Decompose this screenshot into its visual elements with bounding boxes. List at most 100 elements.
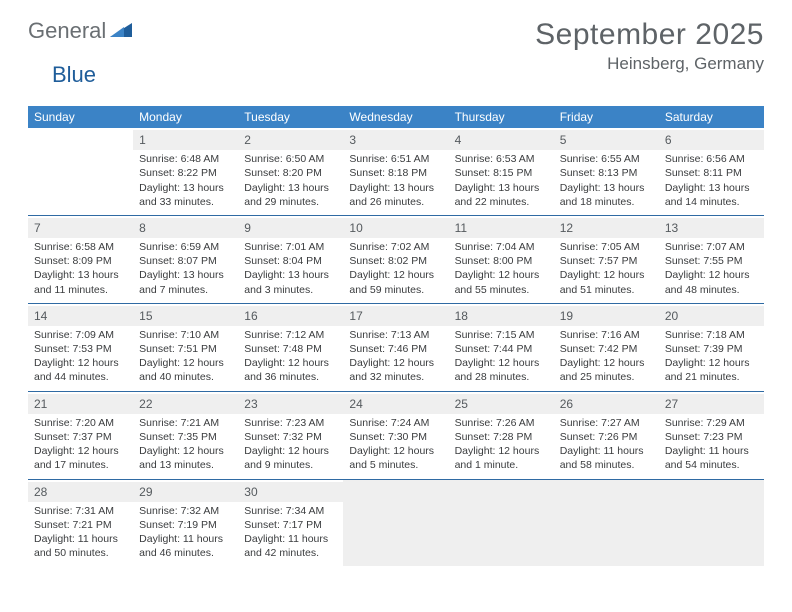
day-cell: 22Sunrise: 7:21 AMSunset: 7:35 PMDayligh… — [133, 392, 238, 480]
day-number: 10 — [349, 221, 362, 235]
sunset-line: Sunset: 7:57 PM — [560, 254, 653, 268]
sunrise-line: Sunrise: 7:21 AM — [139, 416, 232, 430]
sunrise-line: Sunrise: 7:15 AM — [455, 328, 548, 342]
sunset-line: Sunset: 7:17 PM — [244, 518, 337, 532]
day-cell: 28Sunrise: 7:31 AMSunset: 7:21 PMDayligh… — [28, 480, 133, 567]
daylight-line: Daylight: 11 hours and 54 minutes. — [665, 444, 758, 472]
empty-cell — [554, 480, 659, 567]
day-number: 9 — [244, 221, 251, 235]
weekday-header: Monday — [133, 106, 238, 128]
weekday-header: Tuesday — [238, 106, 343, 128]
sunset-line: Sunset: 7:53 PM — [34, 342, 127, 356]
sunrise-line: Sunrise: 7:29 AM — [665, 416, 758, 430]
sunset-line: Sunset: 8:00 PM — [455, 254, 548, 268]
day-number: 20 — [665, 309, 678, 323]
daylight-line: Daylight: 12 hours and 32 minutes. — [349, 356, 442, 384]
sunrise-line: Sunrise: 7:12 AM — [244, 328, 337, 342]
day-number: 16 — [244, 309, 257, 323]
sunset-line: Sunset: 8:11 PM — [665, 166, 758, 180]
sunset-line: Sunset: 7:46 PM — [349, 342, 442, 356]
sunrise-line: Sunrise: 6:50 AM — [244, 152, 337, 166]
calendar-grid: 1Sunrise: 6:48 AMSunset: 8:22 PMDaylight… — [28, 128, 764, 566]
day-cell: 7Sunrise: 6:58 AMSunset: 8:09 PMDaylight… — [28, 216, 133, 304]
sunset-line: Sunset: 8:15 PM — [455, 166, 548, 180]
day-cell: 16Sunrise: 7:12 AMSunset: 7:48 PMDayligh… — [238, 304, 343, 392]
daylight-line: Daylight: 13 hours and 11 minutes. — [34, 268, 127, 296]
sunrise-line: Sunrise: 7:24 AM — [349, 416, 442, 430]
sunset-line: Sunset: 8:04 PM — [244, 254, 337, 268]
day-cell: 5Sunrise: 6:55 AMSunset: 8:13 PMDaylight… — [554, 128, 659, 216]
daylight-line: Daylight: 13 hours and 26 minutes. — [349, 181, 442, 209]
day-cell: 3Sunrise: 6:51 AMSunset: 8:18 PMDaylight… — [343, 128, 448, 216]
page-title: September 2025 — [535, 18, 764, 52]
empty-cell — [659, 480, 764, 567]
day-number: 8 — [139, 221, 146, 235]
day-number: 27 — [665, 397, 678, 411]
daylight-line: Daylight: 13 hours and 3 minutes. — [244, 268, 337, 296]
day-number: 5 — [560, 133, 567, 147]
daylight-line: Daylight: 12 hours and 25 minutes. — [560, 356, 653, 384]
sunset-line: Sunset: 7:39 PM — [665, 342, 758, 356]
sunrise-line: Sunrise: 7:23 AM — [244, 416, 337, 430]
day-number: 17 — [349, 309, 362, 323]
day-number: 11 — [455, 221, 467, 235]
daylight-line: Daylight: 12 hours and 48 minutes. — [665, 268, 758, 296]
daylight-line: Daylight: 13 hours and 22 minutes. — [455, 181, 548, 209]
logo-text-general: General — [28, 18, 106, 44]
daylight-line: Daylight: 13 hours and 33 minutes. — [139, 181, 232, 209]
daylight-line: Daylight: 11 hours and 42 minutes. — [244, 532, 337, 560]
day-cell: 17Sunrise: 7:13 AMSunset: 7:46 PMDayligh… — [343, 304, 448, 392]
daylight-line: Daylight: 13 hours and 14 minutes. — [665, 181, 758, 209]
sunrise-line: Sunrise: 7:27 AM — [560, 416, 653, 430]
day-number: 14 — [34, 309, 47, 323]
day-cell: 10Sunrise: 7:02 AMSunset: 8:02 PMDayligh… — [343, 216, 448, 304]
day-cell: 29Sunrise: 7:32 AMSunset: 7:19 PMDayligh… — [133, 480, 238, 567]
daylight-line: Daylight: 12 hours and 13 minutes. — [139, 444, 232, 472]
day-number: 1 — [139, 133, 146, 147]
sunset-line: Sunset: 7:19 PM — [139, 518, 232, 532]
day-number: 21 — [34, 397, 47, 411]
sunrise-line: Sunrise: 7:01 AM — [244, 240, 337, 254]
day-number: 28 — [34, 485, 47, 499]
sunrise-line: Sunrise: 7:31 AM — [34, 504, 127, 518]
day-cell: 6 Sunrise: 6:56 AMSunset: 8:11 PMDaylight… — [659, 128, 764, 216]
day-cell: 18Sunrise: 7:15 AMSunset: 7:44 PMDayligh… — [449, 304, 554, 392]
weekday-header: Sunday — [28, 106, 133, 128]
day-cell: 19Sunrise: 7:16 AMSunset: 7:42 PMDayligh… — [554, 304, 659, 392]
daylight-line: Daylight: 12 hours and 44 minutes. — [34, 356, 127, 384]
day-number: 30 — [244, 485, 257, 499]
daylight-line: Daylight: 12 hours and 40 minutes. — [139, 356, 232, 384]
day-number: 24 — [349, 397, 362, 411]
sunset-line: Sunset: 7:26 PM — [560, 430, 653, 444]
day-number: 2 — [244, 133, 251, 147]
day-cell: 27Sunrise: 7:29 AMSunset: 7:23 PMDayligh… — [659, 392, 764, 480]
daylight-line: Daylight: 12 hours and 59 minutes. — [349, 268, 442, 296]
sunrise-line: Sunrise: 6:56 AM — [665, 152, 758, 166]
day-number: 3 — [349, 133, 356, 147]
day-cell: 15Sunrise: 7:10 AMSunset: 7:51 PMDayligh… — [133, 304, 238, 392]
weekday-header: Thursday — [449, 106, 554, 128]
sunset-line: Sunset: 7:21 PM — [34, 518, 127, 532]
sunset-line: Sunset: 8:02 PM — [349, 254, 442, 268]
daylight-line: Daylight: 13 hours and 18 minutes. — [560, 181, 653, 209]
sunrise-line: Sunrise: 7:07 AM — [665, 240, 758, 254]
day-number: 23 — [244, 397, 257, 411]
day-number: 29 — [139, 485, 152, 499]
sunset-line: Sunset: 7:30 PM — [349, 430, 442, 444]
sunset-line: Sunset: 7:37 PM — [34, 430, 127, 444]
day-cell: 23Sunrise: 7:23 AMSunset: 7:32 PMDayligh… — [238, 392, 343, 480]
daylight-line: Daylight: 11 hours and 58 minutes. — [560, 444, 653, 472]
empty-cell — [28, 128, 133, 216]
daylight-line: Daylight: 12 hours and 28 minutes. — [455, 356, 548, 384]
daylight-line: Daylight: 12 hours and 9 minutes. — [244, 444, 337, 472]
sunrise-line: Sunrise: 7:32 AM — [139, 504, 232, 518]
day-number: 12 — [560, 221, 573, 235]
sunrise-line: Sunrise: 7:10 AM — [139, 328, 232, 342]
sunrise-line: Sunrise: 6:58 AM — [34, 240, 127, 254]
sunset-line: Sunset: 7:48 PM — [244, 342, 337, 356]
sunrise-line: Sunrise: 7:26 AM — [455, 416, 548, 430]
sunrise-line: Sunrise: 7:05 AM — [560, 240, 653, 254]
sunset-line: Sunset: 7:42 PM — [560, 342, 653, 356]
day-number: 6 — [665, 133, 672, 147]
day-cell: 25Sunrise: 7:26 AMSunset: 7:28 PMDayligh… — [449, 392, 554, 480]
